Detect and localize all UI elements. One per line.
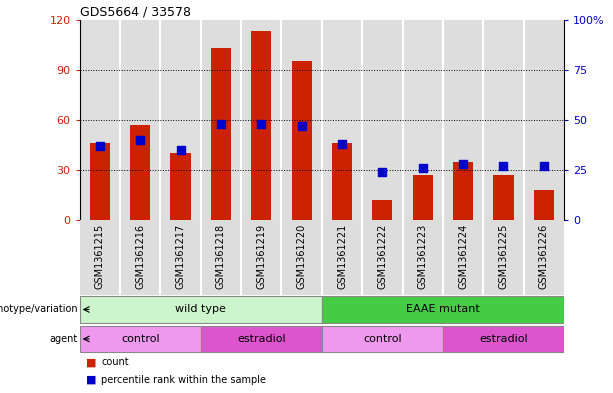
Bar (483, 220, 524, 295)
Point (216, 121, 226, 127)
Text: GSM1361216: GSM1361216 (135, 224, 145, 289)
Bar (322, 296, 564, 323)
Point (498, 163, 508, 169)
Bar (362, 220, 403, 295)
Bar (332, 143, 352, 220)
Text: GSM1361218: GSM1361218 (216, 224, 226, 289)
Bar (322, 220, 362, 295)
Point (418, 165, 428, 171)
Bar (89, 143, 110, 220)
Text: GSM1361225: GSM1361225 (498, 224, 508, 289)
Bar (161, 20, 201, 220)
Text: GSM1361220: GSM1361220 (297, 224, 306, 289)
Text: estradiol: estradiol (237, 334, 286, 344)
Text: GSM1361217: GSM1361217 (175, 224, 186, 289)
Text: wild type: wild type (175, 305, 226, 314)
Bar (120, 220, 161, 295)
Point (256, 121, 266, 127)
Text: GSM1361221: GSM1361221 (337, 224, 347, 289)
Bar (130, 125, 150, 220)
Bar (80, 326, 201, 352)
Bar (493, 175, 514, 220)
Point (297, 123, 306, 129)
Bar (403, 220, 443, 295)
Bar (483, 20, 524, 220)
Text: GDS5664 / 33578: GDS5664 / 33578 (80, 6, 191, 18)
Bar (201, 220, 241, 295)
Bar (201, 326, 322, 352)
Bar (292, 61, 312, 220)
Point (135, 137, 145, 143)
Text: estradiol: estradiol (479, 334, 528, 344)
Text: GSM1361223: GSM1361223 (417, 224, 428, 289)
Bar (524, 220, 564, 295)
Bar (443, 220, 483, 295)
Text: genotype/variation: genotype/variation (0, 305, 78, 314)
Text: GSM1361222: GSM1361222 (378, 224, 387, 289)
Bar (413, 175, 433, 220)
Bar (241, 20, 281, 220)
Point (539, 163, 549, 169)
Text: percentile rank within the sample: percentile rank within the sample (101, 375, 266, 385)
Bar (241, 220, 281, 295)
Text: control: control (121, 334, 159, 344)
Point (337, 141, 347, 147)
Text: ■: ■ (86, 375, 96, 385)
Bar (322, 326, 443, 352)
Bar (322, 20, 362, 220)
Bar (534, 190, 554, 220)
Point (95, 143, 105, 149)
Text: GSM1361224: GSM1361224 (458, 224, 468, 289)
Text: EAAE mutant: EAAE mutant (406, 305, 480, 314)
Bar (170, 153, 191, 220)
Text: GSM1361215: GSM1361215 (95, 224, 105, 289)
Bar (281, 220, 322, 295)
Bar (80, 20, 120, 220)
Bar (161, 220, 201, 295)
Point (378, 169, 387, 175)
Text: ■: ■ (86, 358, 96, 367)
Bar (372, 200, 392, 220)
Text: GSM1361219: GSM1361219 (256, 224, 266, 289)
Text: control: control (363, 334, 402, 344)
Bar (251, 31, 272, 220)
Text: count: count (101, 358, 129, 367)
Bar (403, 20, 443, 220)
Point (176, 147, 186, 153)
Bar (453, 162, 473, 220)
Text: agent: agent (50, 334, 78, 344)
Point (458, 161, 468, 167)
Bar (443, 326, 564, 352)
Bar (211, 48, 231, 220)
Bar (80, 296, 322, 323)
Bar (80, 220, 120, 295)
Text: GSM1361226: GSM1361226 (539, 224, 549, 289)
